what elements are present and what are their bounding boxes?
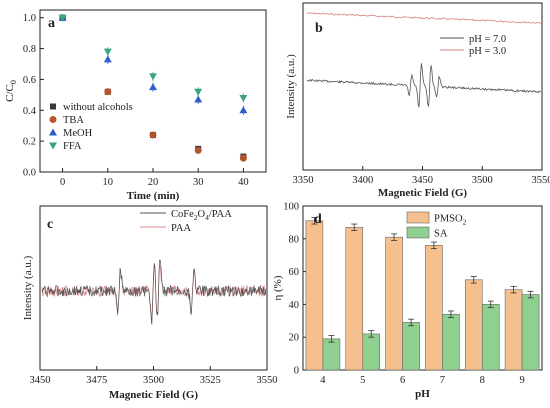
y-tick-label: 0.2: [23, 137, 36, 148]
legend-label: MeOH: [63, 128, 93, 139]
panel-label: b: [315, 21, 323, 36]
x-tick-label: 3500: [143, 375, 164, 386]
x-tick-label: 3525: [200, 375, 221, 386]
bar: [385, 236, 403, 371]
y-tick-label: 0.8: [23, 44, 36, 55]
x-tick-label: 3500: [472, 175, 493, 186]
legend-label: CoFe2O4/PAA: [171, 209, 232, 222]
data-point: [149, 73, 157, 81]
y-tick-label: 100: [283, 202, 299, 213]
x-tick-label: 6: [400, 375, 405, 386]
x-axis-label: Magnetic Field (G): [109, 389, 199, 401]
plot-frame: [302, 205, 543, 371]
legend-marker: [50, 103, 56, 110]
series-line-ph7: [306, 63, 541, 108]
x-tick-label: 3400: [352, 175, 373, 186]
bar: [402, 322, 420, 371]
legend-label: pH = 3.0: [469, 46, 506, 57]
plot-frame: [302, 2, 543, 171]
bar: [481, 304, 500, 371]
panel-label: d: [314, 212, 322, 227]
x-tick-label: 20: [148, 177, 159, 188]
panel-label: a: [48, 16, 55, 31]
panel-d: 0 20 40 60 80 100 4 5 6 7 8 9 pH η (%) d PMSO2 SA: [272, 202, 543, 400]
x-tick-label: 3550: [532, 175, 550, 186]
x-axis-label: pH: [415, 388, 430, 400]
x-tick-label: 3550: [257, 375, 278, 386]
data-point: [103, 55, 112, 63]
data-point: [194, 146, 202, 154]
series-line-ph3: [306, 12, 542, 25]
x-tick-label: 7: [440, 375, 445, 386]
y-tick-label: 0: [294, 366, 299, 377]
y-axis-label: C/C0: [4, 80, 18, 102]
x-axis-label: Magnetic Field (G): [378, 187, 468, 199]
legend-label: without alcohols: [63, 102, 133, 113]
legend-label: PMSO2: [434, 214, 467, 227]
x-tick-label: 30: [193, 177, 204, 188]
x-tick-label: 9: [519, 375, 524, 386]
y-tick-label: 0.6: [23, 75, 36, 86]
x-tick-label: 8: [480, 375, 485, 386]
x-tick-label: 3350: [293, 175, 314, 186]
legend-label: PAA: [171, 223, 191, 234]
y-axis-label: Intensity (a.u.): [22, 255, 34, 320]
data-point: [149, 83, 157, 91]
bar: [521, 294, 540, 371]
y-axis-label: η (%): [272, 275, 284, 300]
data-point: [58, 14, 67, 22]
bar: [345, 227, 364, 371]
x-tick-label: 5: [360, 375, 365, 386]
panel-a: 0 10 20 30 40 0.0 0.2 0.4 0.6 0.8 1.0 Time (min) C/C…: [4, 9, 267, 202]
legend-marker: [49, 142, 57, 150]
x-axis-label: Time (min): [127, 190, 180, 202]
y-tick-label: 20: [289, 333, 300, 344]
data-point: [149, 131, 157, 139]
bar: [504, 289, 523, 371]
bar: [464, 279, 483, 371]
data-point: [239, 106, 248, 114]
x-tick-label: 3450: [412, 175, 433, 186]
y-tick-label: 0.0: [23, 168, 36, 179]
x-tick-label: 3475: [86, 375, 107, 386]
panel-c: 3450 3475 3500 3525 3550 Magnetic Field (G) In…: [22, 205, 278, 401]
bar: [425, 245, 443, 371]
legend-swatch: [406, 211, 430, 224]
y-tick-label: 80: [289, 234, 300, 245]
data-point: [103, 48, 112, 56]
bar: [442, 313, 460, 371]
y-tick-label: 1.0: [23, 13, 36, 24]
bar: [362, 333, 381, 371]
y-tick-label: 40: [289, 300, 300, 311]
x-tick-label: 40: [238, 177, 249, 188]
legend-label: SA: [434, 229, 448, 240]
bar: [322, 338, 341, 371]
legend-marker: [49, 128, 57, 136]
legend-label: TBA: [63, 115, 84, 126]
panel-label: c: [47, 217, 53, 232]
legend-swatch: [406, 226, 430, 239]
legend-marker: [49, 116, 57, 123]
data-point: [104, 88, 112, 96]
legend-label: pH = 7.0: [469, 34, 506, 45]
data-point: [194, 88, 203, 96]
data-point: [239, 94, 248, 102]
x-tick-label: 4: [320, 375, 326, 386]
data-point: [194, 95, 203, 103]
y-tick-label: 0.4: [23, 106, 37, 117]
panel-b: 3350 3400 3450 3500 3550 Magnetic Field (G) In…: [285, 2, 550, 199]
bar: [305, 220, 324, 371]
legend-label: FFA: [63, 141, 82, 152]
series-line-cofe2o4-paa: [41, 259, 267, 325]
y-tick-label: 60: [289, 267, 300, 278]
x-tick-label: 0: [60, 177, 65, 188]
y-axis-label: Intensity (a.u.): [285, 54, 297, 119]
data-point: [239, 154, 247, 162]
x-tick-label: 3450: [30, 375, 51, 386]
x-tick-label: 10: [103, 177, 114, 188]
